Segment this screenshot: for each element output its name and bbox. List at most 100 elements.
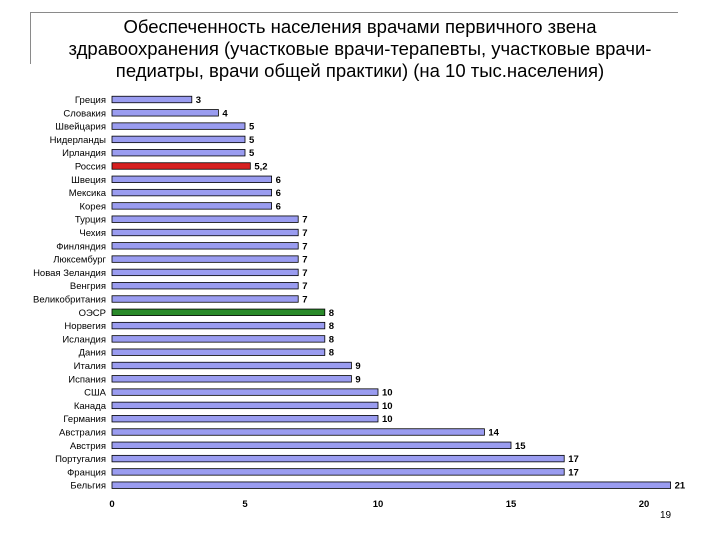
chart-title-line-3: педиатры, врачи общей практики) (на 10 т… bbox=[115, 60, 605, 81]
bar-23 bbox=[111, 388, 379, 396]
bar-10 bbox=[111, 215, 299, 223]
category-label: Франция bbox=[67, 467, 106, 478]
category-label: Люксембург bbox=[53, 255, 106, 266]
page-number: 19 bbox=[660, 510, 672, 521]
x-tick-label: 10 bbox=[373, 499, 384, 510]
bar-15 bbox=[111, 282, 299, 290]
value-label: 21 bbox=[675, 481, 686, 492]
bar-19 bbox=[111, 335, 326, 343]
value-label: 7 bbox=[302, 228, 307, 239]
value-label: 10 bbox=[382, 414, 393, 425]
bar-13 bbox=[111, 255, 299, 263]
bar-7 bbox=[111, 175, 273, 183]
value-label: 7 bbox=[302, 268, 307, 279]
chart-title: Обеспеченность населения врачами первичн… bbox=[40, 16, 680, 82]
bar-12 bbox=[111, 242, 299, 250]
bar-21 bbox=[111, 361, 352, 370]
x-tick-label: 20 bbox=[639, 499, 650, 510]
category-label: Италия bbox=[74, 361, 106, 372]
bar-1 bbox=[111, 95, 193, 104]
category-label: ОЭСР bbox=[79, 308, 106, 319]
category-label: Дания bbox=[79, 348, 106, 359]
bar-28 bbox=[111, 454, 565, 463]
value-label: 7 bbox=[302, 215, 307, 226]
value-label: 7 bbox=[302, 241, 307, 252]
bar-4 bbox=[111, 135, 246, 144]
category-label: Ирландия bbox=[62, 148, 106, 159]
value-label: 5,2 bbox=[254, 162, 267, 173]
category-label: Нидерланды bbox=[50, 135, 107, 146]
bar-5 bbox=[111, 149, 246, 157]
value-label: 8 bbox=[329, 308, 334, 319]
category-label: Турция bbox=[75, 215, 106, 226]
value-label: 5 bbox=[249, 148, 255, 159]
category-label: Португалия bbox=[55, 454, 106, 465]
bar-14 bbox=[111, 268, 299, 277]
value-label: 9 bbox=[355, 361, 360, 372]
chart-title-line-2: здравоохранения (участковые врачи-терапе… bbox=[68, 38, 652, 59]
category-label: Чехия bbox=[79, 228, 106, 239]
value-label: 7 bbox=[302, 295, 307, 306]
category-label: Швеция bbox=[71, 175, 106, 186]
bar-18 bbox=[111, 321, 326, 330]
category-label: Словакия bbox=[63, 108, 106, 119]
value-label: 5 bbox=[249, 122, 255, 133]
value-label: 10 bbox=[382, 388, 393, 399]
bar-9 bbox=[111, 202, 273, 210]
bar-27 bbox=[111, 441, 512, 449]
x-tick-label: 0 bbox=[109, 499, 114, 510]
category-label: Исландия bbox=[62, 334, 106, 345]
value-label: 17 bbox=[568, 467, 579, 478]
category-label: Германия bbox=[63, 414, 106, 425]
value-label: 9 bbox=[355, 374, 360, 385]
bar-25 bbox=[111, 415, 379, 423]
bar-20 bbox=[111, 348, 326, 356]
value-label: 6 bbox=[276, 175, 281, 186]
value-label: 4 bbox=[222, 108, 228, 119]
category-label: Мексика bbox=[69, 188, 107, 199]
value-label: 8 bbox=[329, 334, 334, 345]
category-label: Испания bbox=[68, 374, 106, 385]
category-label: Новая Зеландия bbox=[33, 268, 106, 279]
bar-6 bbox=[111, 162, 251, 170]
category-label: Греция bbox=[75, 95, 106, 106]
value-label: 17 bbox=[568, 454, 579, 465]
category-label: Россия bbox=[75, 162, 106, 173]
category-label: Венгрия bbox=[70, 281, 106, 292]
category-label: США bbox=[84, 388, 107, 399]
bar-22 bbox=[111, 375, 352, 383]
chart-title-line-1: Обеспеченность населения врачами первичн… bbox=[123, 16, 597, 37]
x-tick-label: 15 bbox=[506, 499, 517, 510]
category-label: Канада bbox=[74, 401, 107, 412]
value-label: 10 bbox=[382, 401, 393, 412]
value-label: 7 bbox=[302, 281, 307, 292]
category-label: Корея bbox=[79, 201, 106, 212]
title-frame-left-line bbox=[30, 12, 31, 64]
bar-16 bbox=[111, 295, 299, 303]
bar-30 bbox=[111, 481, 671, 489]
bar-8 bbox=[111, 188, 273, 197]
category-label: Великобритания bbox=[33, 295, 106, 306]
value-label: 7 bbox=[302, 255, 307, 266]
bar-24 bbox=[111, 401, 379, 410]
bar-2 bbox=[111, 109, 219, 117]
bar-3 bbox=[111, 122, 246, 130]
value-label: 8 bbox=[329, 348, 334, 359]
value-label: 15 bbox=[515, 441, 526, 452]
category-label: Бельгия bbox=[70, 481, 106, 492]
category-label: Финляндия bbox=[56, 241, 106, 252]
value-label: 8 bbox=[329, 321, 334, 332]
value-label: 14 bbox=[488, 428, 499, 439]
bar-29 bbox=[111, 468, 565, 476]
category-label: Швейцария bbox=[55, 122, 106, 133]
category-label: Норвегия bbox=[64, 321, 106, 332]
bar-17 bbox=[111, 308, 326, 316]
bar-26 bbox=[111, 428, 485, 436]
value-label: 6 bbox=[276, 188, 281, 199]
title-frame-top-line bbox=[30, 12, 678, 13]
value-label: 6 bbox=[276, 201, 281, 212]
value-label: 3 bbox=[196, 95, 201, 106]
bar-11 bbox=[111, 228, 299, 237]
category-label: Австралия bbox=[59, 428, 106, 439]
